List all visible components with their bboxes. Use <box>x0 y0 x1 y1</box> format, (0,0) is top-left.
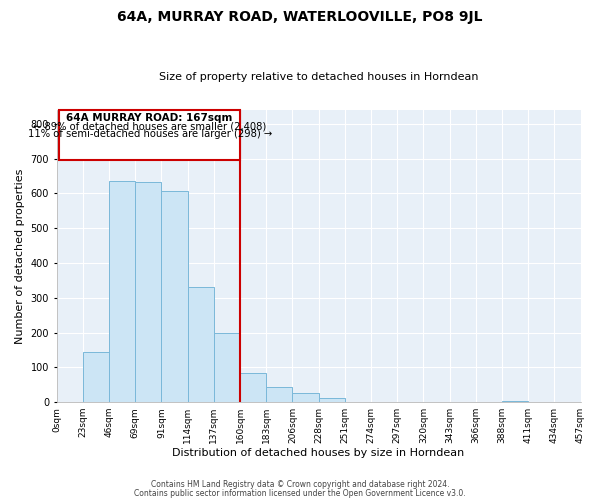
Text: Contains public sector information licensed under the Open Government Licence v3: Contains public sector information licen… <box>134 488 466 498</box>
Bar <box>214 332 240 402</box>
Text: 11% of semi-detached houses are larger (298) →: 11% of semi-detached houses are larger (… <box>28 128 272 138</box>
Y-axis label: Number of detached properties: Number of detached properties <box>15 168 25 344</box>
Bar <box>109 182 135 402</box>
Bar <box>319 398 345 402</box>
Text: Contains HM Land Registry data © Crown copyright and database right 2024.: Contains HM Land Registry data © Crown c… <box>151 480 449 489</box>
X-axis label: Distribution of detached houses by size in Horndean: Distribution of detached houses by size … <box>172 448 465 458</box>
Bar <box>135 182 161 402</box>
Text: ← 89% of detached houses are smaller (2,408): ← 89% of detached houses are smaller (2,… <box>33 122 266 132</box>
Bar <box>240 373 266 402</box>
FancyBboxPatch shape <box>59 110 240 160</box>
Text: 64A MURRAY ROAD: 167sqm: 64A MURRAY ROAD: 167sqm <box>67 112 233 122</box>
Bar <box>161 190 188 402</box>
Bar <box>292 392 319 402</box>
Bar <box>83 352 109 402</box>
Bar <box>188 286 214 402</box>
Text: 64A, MURRAY ROAD, WATERLOOVILLE, PO8 9JL: 64A, MURRAY ROAD, WATERLOOVILLE, PO8 9JL <box>117 10 483 24</box>
Bar <box>266 387 292 402</box>
Title: Size of property relative to detached houses in Horndean: Size of property relative to detached ho… <box>159 72 478 82</box>
